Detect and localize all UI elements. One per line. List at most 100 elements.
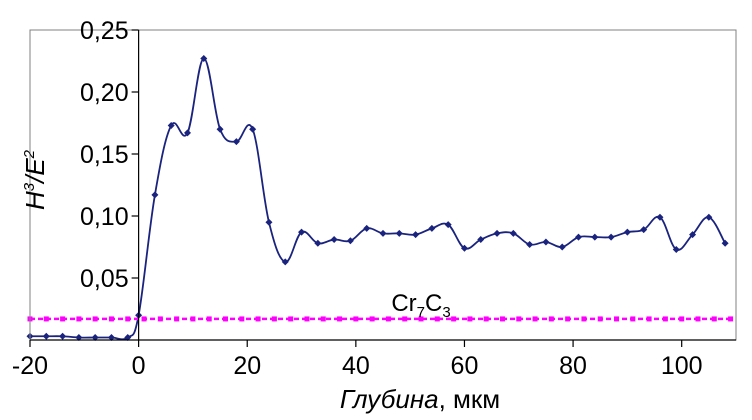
cr7c3-marker — [337, 316, 343, 322]
cr7c3-marker — [565, 316, 571, 322]
data-point — [91, 334, 99, 342]
cr7c3-marker — [646, 316, 652, 322]
data-point — [721, 239, 729, 247]
data-point — [314, 239, 322, 247]
cr7c3-marker — [614, 316, 620, 322]
cr7c3-marker — [255, 316, 261, 322]
data-point — [444, 221, 452, 229]
data-point — [330, 236, 338, 244]
cr7c3-marker — [630, 316, 636, 322]
data-point — [705, 213, 713, 221]
cr7c3-marker — [728, 316, 734, 322]
x-tick-label: 60 — [451, 352, 479, 380]
cr7c3-marker — [206, 316, 212, 322]
data-point — [216, 125, 224, 133]
data-point — [379, 229, 387, 237]
cr7c3-marker — [548, 316, 554, 322]
data-point — [281, 258, 289, 266]
x-tick-label: 0 — [132, 352, 146, 380]
data-point — [526, 241, 534, 249]
data-point — [607, 233, 615, 241]
axes-layer — [29, 29, 737, 341]
cr7c3-marker — [125, 316, 131, 322]
y-axis-title: H3/E2 — [20, 149, 50, 210]
x-tick-label: 40 — [342, 352, 370, 380]
data-point — [591, 233, 599, 241]
data-point — [298, 228, 306, 236]
cr7c3-marker — [711, 316, 717, 322]
data-point — [42, 332, 50, 340]
cr7c3-marker — [271, 316, 277, 322]
plot-frame — [29, 29, 737, 341]
cr7c3-marker — [662, 316, 668, 322]
cr7c3-marker — [434, 316, 440, 322]
data-point — [640, 226, 648, 234]
data-point — [575, 233, 583, 241]
cr7c3-marker — [190, 316, 196, 322]
cr7c3-marker — [92, 316, 98, 322]
data-point — [249, 125, 257, 133]
ticks-layer: 0,05 0,10 0,15 0,20 0,25 -20 0 20 40 60 80 100 — [12, 17, 703, 380]
data-point — [167, 121, 175, 129]
cr7c3-marker — [353, 316, 359, 322]
data-point — [75, 334, 83, 342]
cr7c3-marker — [679, 316, 685, 322]
data-point — [183, 129, 191, 137]
x-tick-label: 100 — [661, 352, 703, 380]
data-point — [542, 238, 550, 246]
data-point — [412, 231, 420, 239]
data-point — [59, 332, 67, 340]
series-line-h3e2 — [30, 57, 726, 341]
data-point — [200, 55, 208, 63]
data-point — [124, 334, 132, 342]
data-point — [460, 244, 468, 252]
cr7c3-marker — [499, 316, 505, 322]
cr7c3-marker — [418, 316, 424, 322]
x-tick-label: 80 — [559, 352, 587, 380]
data-point — [689, 231, 697, 239]
data-point — [265, 218, 273, 226]
cr7c3-marker — [76, 316, 82, 322]
cr7c3-marker — [695, 316, 701, 322]
x-tick-label: -20 — [12, 352, 48, 380]
cr7c3-marker — [402, 316, 408, 322]
y-tick-label: 0,05 — [80, 265, 129, 293]
data-point — [428, 224, 436, 232]
x-axis-title: Глубина, мкм — [340, 384, 500, 414]
y-tick-label: 0,20 — [80, 79, 129, 107]
cr7c3-marker — [141, 316, 147, 322]
cr7c3-marker — [174, 316, 180, 322]
cr7c3-marker — [532, 316, 538, 322]
y-tick-label: 0,10 — [80, 203, 129, 231]
cr7c3-marker — [467, 316, 473, 322]
data-point — [656, 213, 664, 221]
data-point — [493, 229, 501, 237]
cr7c3-marker — [223, 316, 229, 322]
data-point — [151, 191, 159, 199]
data-point — [509, 229, 517, 237]
cr7c3-marker — [157, 316, 163, 322]
cr7c3-marker — [43, 316, 49, 322]
cr7c3-marker — [108, 316, 114, 322]
cr7c3-marker — [483, 316, 489, 322]
series-layer — [26, 55, 734, 342]
cr7c3-marker — [239, 316, 245, 322]
cr7c3-marker — [451, 316, 457, 322]
data-point — [232, 138, 240, 146]
y-tick-label: 0,15 — [80, 141, 129, 169]
data-point — [623, 228, 631, 236]
cr7c3-marker — [288, 316, 294, 322]
y-tick-label: 0,25 — [80, 17, 129, 45]
cr7c3-marker — [597, 316, 603, 322]
data-point — [558, 243, 566, 251]
data-point — [395, 229, 403, 237]
cr7c3-marker — [581, 316, 587, 322]
annotation-cr7c3: Cr7C3 — [391, 290, 450, 321]
data-point — [672, 245, 680, 253]
cr7c3-marker — [60, 316, 66, 322]
data-point — [107, 334, 115, 342]
cr7c3-marker — [516, 316, 522, 322]
cr7c3-marker — [369, 316, 375, 322]
cr7c3-marker — [385, 316, 391, 322]
